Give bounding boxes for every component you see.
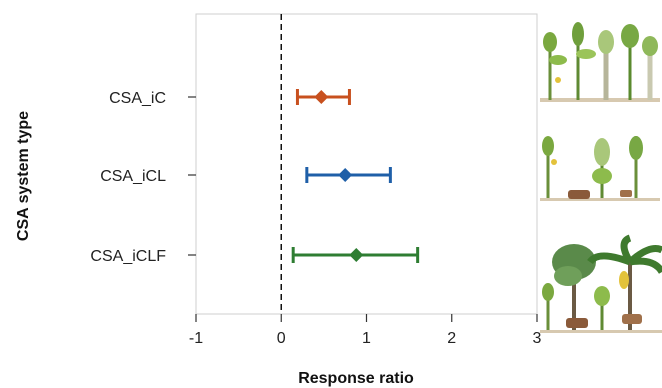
x-axis-title: Response ratio	[298, 370, 414, 387]
category-label: CSA_iCLF	[90, 248, 166, 265]
x-tick-label: 1	[362, 330, 371, 347]
category-label: CSA_iCL	[100, 168, 166, 185]
x-tick-label: 3	[533, 330, 542, 347]
crop-plants-icon	[540, 22, 660, 102]
estimate-point	[314, 90, 329, 104]
y-axis-title: CSA system type	[15, 111, 32, 241]
plot-area	[195, 13, 538, 315]
category-axis: CSA_iC CSA_iCL CSA_iCLF	[90, 90, 196, 265]
crop-livestock-icon	[540, 136, 660, 201]
estimate-point	[349, 248, 364, 262]
estimate-point	[338, 168, 353, 182]
x-tick-label: -1	[189, 330, 203, 347]
crop-livestock-forest-icon	[540, 234, 662, 333]
data-marks	[291, 89, 420, 263]
x-tick-label: 2	[447, 330, 456, 347]
x-tick-label: 0	[277, 330, 286, 347]
x-axis-ticks: -1 0 1 2 3	[189, 314, 542, 347]
category-label: CSA_iC	[109, 90, 166, 107]
